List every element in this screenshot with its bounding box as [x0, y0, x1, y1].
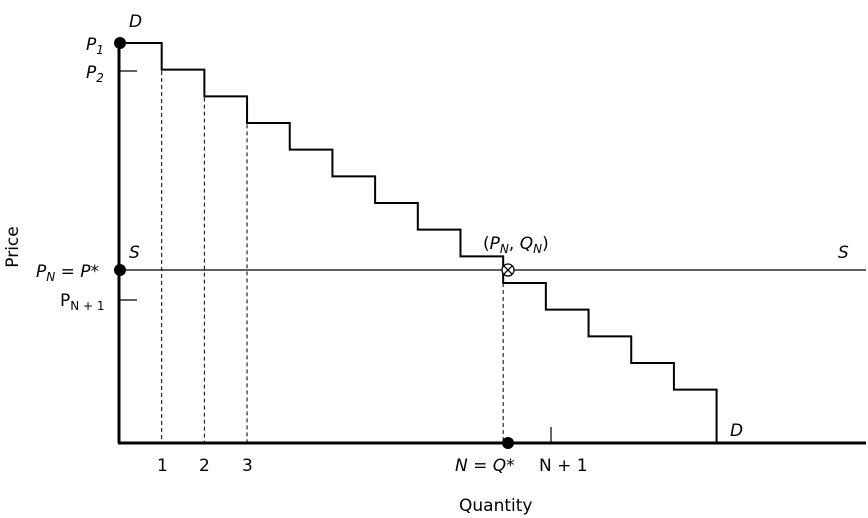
quantity-label-1: 1	[157, 456, 168, 476]
dashed-guides	[161, 43, 504, 443]
equilibrium-point-label: (PN, QN)	[483, 234, 549, 256]
equilibrium-marker	[501, 263, 515, 277]
demand-label-top: D	[129, 12, 142, 32]
demand-label-bottom: D	[730, 421, 743, 441]
quantity-label-equilibrium: N = Q*	[455, 456, 515, 476]
price-label-p1: P1	[86, 35, 104, 57]
point-pn	[114, 264, 126, 276]
y-axis-title: Price	[3, 226, 23, 267]
price-label-pn: PN = P*	[36, 262, 99, 284]
point-p1	[114, 37, 126, 49]
point-qstar	[502, 437, 514, 449]
quantity-label-3: 3	[242, 456, 253, 476]
supply-label-left: S	[129, 243, 140, 263]
quantity-label-n1: N + 1	[539, 456, 588, 476]
supply-label-right: S	[838, 243, 849, 263]
x-axis-title: Quantity	[459, 496, 532, 516]
demand-step-curve	[119, 42, 718, 443]
price-label-pn1: PN + 1	[60, 291, 105, 313]
quantity-label-2: 2	[199, 456, 210, 476]
price-label-p2: P2	[86, 63, 104, 85]
